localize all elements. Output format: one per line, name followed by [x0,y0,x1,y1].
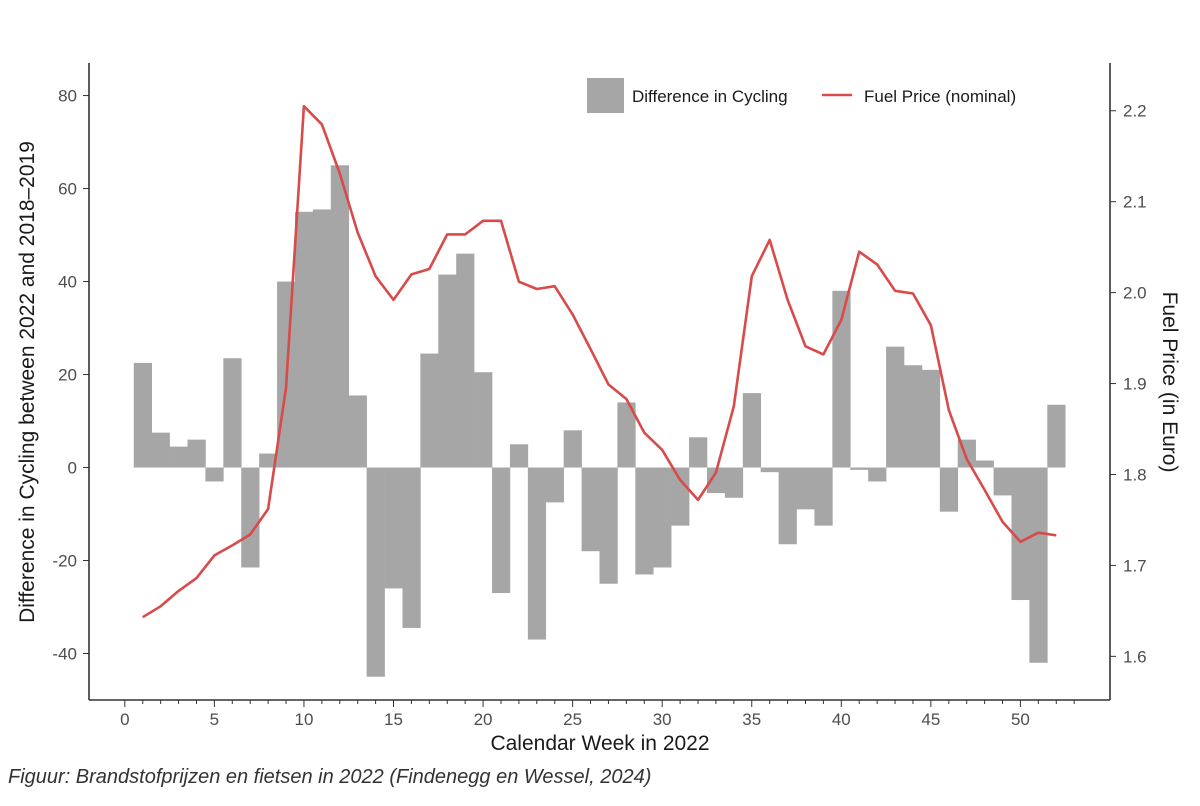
bar-series [133,165,1066,677]
bar-week-17 [420,353,439,468]
bar-week-41 [850,467,869,470]
bar-week-29 [635,467,654,575]
bar-week-24 [545,467,564,503]
x-tick-label: 25 [563,710,582,729]
bar-week-14 [366,467,385,677]
bar-week-19 [456,253,475,468]
x-tick-label: 30 [653,710,672,729]
bar-week-51 [1029,467,1048,663]
bar-week-48 [975,460,994,468]
x-axis-title: Calendar Week in 2022 [490,732,709,755]
bar-week-28 [617,402,636,468]
bar-week-30 [653,467,672,568]
bar-week-23 [527,467,547,640]
bar-week-3 [169,446,188,468]
x-tick-label: 40 [832,710,851,729]
y2-tick-label: 1.7 [1123,556,1147,575]
bar-week-13 [348,395,367,468]
legend: Difference in Cycling Fuel Price (nomina… [587,78,1016,113]
bar-week-46 [939,467,959,512]
y-tick-label: 80 [58,87,77,106]
bar-week-42 [868,467,887,482]
bar-week-32 [689,437,708,468]
y-axis-title: Difference in Cycling between 2022 and 2… [16,141,39,623]
bar-week-31 [671,467,690,526]
bar-week-6 [223,358,242,468]
bar-week-50 [1011,467,1030,601]
y2-tick-label: 2.2 [1123,102,1147,121]
x-tick-label: 20 [474,710,493,729]
bar-week-15 [384,467,403,589]
fuel-price-line [142,104,1057,619]
bar-week-21 [492,467,511,594]
y-tick-label: 60 [58,180,77,199]
bar-week-12 [330,165,350,468]
bar-week-20 [474,372,493,468]
bar-week-7 [241,467,260,568]
x-tick-label: 50 [1011,710,1030,729]
y2-axis-ticks: 1.6 1.7 1.8 1.9 2.0 2.1 2.2 [1110,102,1147,666]
bar-week-37 [778,467,797,545]
bar-week-8 [259,453,278,468]
bar-week-44 [904,365,923,468]
bar-week-52 [1047,404,1066,468]
y2-tick-label: 2.0 [1123,284,1147,303]
bar-week-1 [133,362,152,468]
y2-tick-label: 1.8 [1123,465,1147,484]
bar-week-22 [509,444,529,468]
y2-tick-label: 1.6 [1123,647,1147,666]
y2-tick-label: 2.1 [1123,193,1147,212]
legend-bar-label: Difference in Cycling [632,87,788,106]
bar-week-34 [724,467,744,498]
y-tick-label: -20 [52,552,77,571]
legend-line-label: Fuel Price (nominal) [864,87,1016,106]
bar-week-36 [760,467,779,473]
legend-bar-key [587,78,624,113]
bar-week-25 [563,430,582,468]
bar-week-18 [438,274,457,468]
bar-week-43 [886,346,905,468]
bar-week-49 [993,467,1012,496]
bar-week-4 [187,439,206,468]
bar-week-38 [796,467,815,510]
x-tick-label: 15 [384,710,403,729]
bar-week-40 [832,290,851,468]
bar-week-5 [205,467,224,482]
bar-week-26 [581,467,600,552]
bar-week-16 [402,467,421,628]
bar-week-2 [151,432,170,468]
bar-week-11 [312,209,332,468]
y2-tick-label: 1.9 [1123,375,1147,394]
x-axis-ticks: 0 5 10 15 20 25 30 35 40 45 50 [120,700,1075,729]
y-tick-label: -40 [52,645,77,664]
chart: 0 5 10 15 20 25 30 35 40 45 50 -40 -20 0 20 40 60 80 1.6… [16,63,1181,755]
y-axis-ticks: -40 -20 0 20 40 60 80 [52,87,89,664]
figure-caption: Figuur: Brandstofprijzen en fietsen in 2… [8,766,652,788]
y-tick-label: 40 [58,273,77,292]
bar-week-45 [921,369,941,468]
y-tick-label: 0 [68,459,77,478]
y-tick-label: 20 [58,366,77,385]
bar-week-10 [294,211,314,468]
bar-week-39 [814,467,833,526]
bar-week-27 [599,467,618,584]
bar-week-35 [742,393,762,468]
x-tick-label: 5 [210,710,219,729]
x-tick-label: 35 [742,710,761,729]
x-tick-label: 10 [294,710,313,729]
x-tick-label: 45 [921,710,940,729]
x-tick-label: 0 [120,710,129,729]
y2-axis-title: Fuel Price (in Euro) [1158,292,1181,473]
bar-week-33 [706,467,726,494]
